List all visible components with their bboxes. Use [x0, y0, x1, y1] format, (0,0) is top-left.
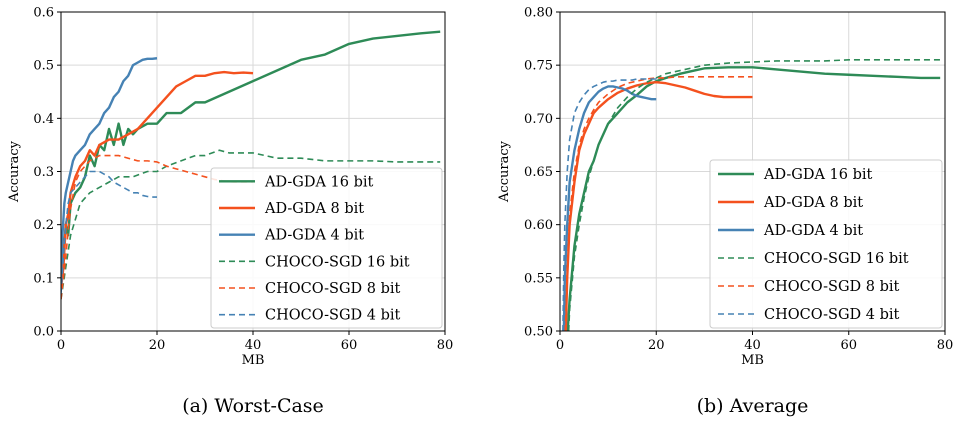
legend-label-2: AD-GDA 4 bit	[264, 228, 364, 244]
legend-label-5: CHOCO-SGD 4 bit	[265, 308, 401, 324]
series-line-3	[567, 59, 941, 331]
legend-label-5: CHOCO-SGD 4 bit	[764, 307, 900, 323]
series-line-2	[562, 85, 657, 331]
series-line-2	[61, 57, 158, 278]
series-line-5	[562, 78, 657, 331]
legend-box	[709, 159, 943, 329]
x-tick-label: 40	[744, 338, 761, 353]
y-tick-label: 0.80	[524, 6, 553, 21]
x-axis-label: MB	[741, 353, 764, 368]
series-line-1	[564, 80, 753, 331]
y-tick-label: 0.50	[524, 325, 553, 340]
x-tick-label: 60	[840, 338, 857, 353]
x-tick-label: 20	[149, 338, 166, 353]
y-tick-label: 0.6	[33, 6, 54, 21]
legend: AD-GDA 16 bit AD-GDA 8 bit AD-GDA 4 bit CHO…	[210, 167, 443, 329]
y-tick-label: 0.0	[33, 325, 54, 340]
legend-label-4: CHOCO-SGD 8 bit	[265, 281, 401, 297]
legend-label-0: AD-GDA 16 bit	[763, 167, 873, 183]
panel-caption: (b) Average	[697, 395, 809, 417]
y-tick-label: 0.1	[33, 271, 54, 286]
series-line-0	[566, 66, 941, 331]
series-line-3	[61, 149, 441, 300]
y-tick-label: 0.75	[524, 59, 553, 74]
y-tick-label: 0.2	[33, 218, 54, 233]
series-line-1	[61, 70, 254, 289]
legend: AD-GDA 16 bit AD-GDA 8 bit AD-GDA 4 bit CHO…	[709, 159, 943, 329]
x-tick-label: 0	[556, 338, 564, 353]
legend-label-3: CHOCO-SGD 16 bit	[764, 251, 909, 267]
legend-box	[210, 167, 443, 329]
panel-caption: (a) Worst-Case	[182, 395, 324, 417]
y-tick-label: 0.60	[524, 218, 553, 233]
series-line-5	[61, 170, 157, 294]
x-tick-label: 80	[437, 338, 454, 353]
x-tick-label: 60	[341, 338, 358, 353]
y-tick-label: 0.65	[524, 165, 553, 180]
legend-label-2: AD-GDA 4 bit	[763, 223, 863, 239]
y-tick-label: 0.70	[524, 112, 553, 127]
x-tick-label: 20	[648, 338, 665, 353]
series-line-0	[61, 30, 441, 278]
x-axis-label: MB	[242, 353, 265, 368]
x-tick-label: 0	[57, 338, 65, 353]
y-axis-label: Accuracy	[7, 140, 22, 203]
legend-label-1: AD-GDA 8 bit	[763, 195, 863, 211]
series-line-4	[564, 76, 753, 331]
y-tick-label: 0.3	[33, 165, 54, 180]
chart-panel-0: 0 20 40 60 80 0.0 0.1 0.2 0.3 0.4 0.5 0.6 MB Accuracy…	[7, 6, 453, 418]
series-group	[562, 59, 941, 331]
y-tick-label: 0.5	[33, 59, 54, 74]
x-tick-label: 80	[937, 338, 954, 353]
legend-label-1: AD-GDA 8 bit	[264, 201, 364, 217]
chart-panel-1: 0 20 40 60 80 0.50 0.55 0.60 0.65 0.70 0.75 0.80 MB A…	[497, 6, 953, 418]
y-tick-label: 0.55	[524, 271, 553, 286]
y-axis-label: Accuracy	[497, 140, 512, 203]
legend-label-4: CHOCO-SGD 8 bit	[764, 279, 900, 295]
x-tick-label: 40	[245, 338, 262, 353]
y-tick-label: 0.4	[33, 112, 54, 127]
legend-label-0: AD-GDA 16 bit	[264, 174, 374, 190]
legend-label-3: CHOCO-SGD 16 bit	[265, 254, 410, 270]
